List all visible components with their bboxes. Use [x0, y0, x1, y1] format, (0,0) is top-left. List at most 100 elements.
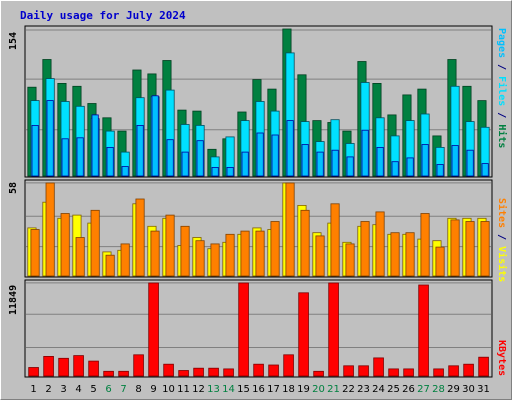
bar-kbytes-day-2: [43, 355, 54, 377]
bar-kbytes-day-1: [28, 367, 39, 377]
bar-kbytes-day-20: [313, 370, 324, 377]
x-tick-label-day-23: 23: [357, 384, 370, 395]
bar-sites-day-31: [480, 221, 490, 277]
bar-sites-day-8: [135, 198, 145, 277]
x-tick-label-day-4: 4: [75, 384, 81, 395]
bar-kbytes-day-30: [463, 363, 474, 377]
bar-kbytes-day-19: [298, 292, 309, 377]
bar-kbytes-day-3: [58, 357, 69, 377]
x-tick-label-day-30: 30: [462, 384, 475, 395]
bar-pages-day-4: [76, 137, 84, 177]
bar-pages-day-10: [166, 139, 174, 177]
legend-files: Files: [496, 76, 507, 107]
bar-kbytes-day-6: [103, 370, 114, 377]
x-tick-label-day-1: 1: [30, 384, 36, 395]
bar-kbytes-day-25: [388, 368, 399, 377]
bar-sites-day-6: [105, 254, 115, 277]
x-tick-label-day-29: 29: [447, 384, 460, 395]
x-tick-label-day-25: 25: [387, 384, 400, 395]
bar-pages-day-9: [151, 95, 159, 177]
chart-title: Daily usage for July 2024: [20, 9, 186, 22]
bar-kbytes-day-13: [208, 367, 219, 377]
x-tick-label-day-20: 20: [312, 384, 325, 395]
x-tick-label-day-7: 7: [120, 384, 126, 395]
bar-sites-day-23: [360, 221, 370, 277]
bar-pages-day-8: [136, 125, 144, 177]
x-tick-label-day-16: 16: [252, 384, 265, 395]
bar-sites-day-26: [405, 232, 415, 277]
bar-kbytes-day-12: [193, 367, 204, 377]
bar-sites-day-2: [45, 182, 55, 277]
bar-pages-day-24: [376, 146, 384, 177]
bar-pages-day-27: [421, 144, 429, 177]
bar-pages-day-29: [451, 145, 459, 177]
legend-visits: Visits: [496, 246, 507, 283]
legend-hits-files-pages: Pages / Files / Hits: [496, 28, 507, 148]
x-tick-label-day-15: 15: [237, 384, 250, 395]
y-axis-max-hits: 154: [8, 31, 19, 50]
bar-kbytes-day-26: [403, 368, 414, 377]
bar-pages-day-1: [31, 125, 39, 177]
bar-pages-day-31: [481, 163, 489, 177]
bar-sites-day-4: [75, 237, 85, 277]
bar-pages-day-25: [391, 161, 399, 177]
x-tick-label-day-18: 18: [282, 384, 295, 395]
x-tick-label-day-14: 14: [222, 384, 235, 395]
bar-pages-day-3: [61, 138, 69, 177]
bar-pages-day-2: [46, 100, 54, 177]
bar-sites-day-19: [300, 209, 310, 277]
legend-kbytes: KBytes: [496, 340, 507, 376]
bar-kbytes-day-18: [283, 354, 294, 377]
bar-kbytes-day-15: [238, 282, 249, 377]
bar-kbytes-day-8: [133, 354, 144, 377]
panel-border: [24, 179, 493, 278]
bar-kbytes-day-5: [88, 360, 99, 377]
bar-kbytes-day-31: [478, 356, 489, 377]
bar-pages-day-15: [241, 151, 249, 177]
bar-sites-day-15: [240, 230, 250, 277]
x-tick-label-day-11: 11: [177, 384, 190, 395]
x-tick-label-day-12: 12: [192, 384, 205, 395]
x-tick-label-day-31: 31: [477, 384, 490, 395]
bar-pages-day-21: [331, 149, 339, 177]
bar-sites-day-20: [315, 235, 325, 277]
bar-kbytes-day-27: [418, 284, 429, 377]
x-tick-label-day-3: 3: [60, 384, 66, 395]
bar-pages-day-23: [361, 129, 369, 177]
bar-sites-day-21: [330, 203, 340, 277]
panel-border: [24, 279, 493, 378]
bar-kbytes-day-4: [73, 355, 84, 377]
legend-hits: Hits: [496, 124, 507, 149]
bar-sites-day-14: [225, 233, 235, 277]
bar-pages-day-7: [121, 166, 129, 177]
bar-sites-day-10: [165, 214, 175, 277]
y-axis-max-kbytes: 11849: [8, 284, 19, 315]
bar-pages-day-5: [91, 114, 99, 177]
bar-sites-day-16: [255, 230, 265, 277]
x-tick-label-day-13: 13: [207, 384, 220, 395]
bar-kbytes-day-22: [343, 365, 354, 377]
bar-sites-day-13: [210, 243, 220, 277]
bar-sites-day-30: [465, 221, 475, 277]
legend-separator: /: [496, 58, 507, 77]
bar-pages-day-20: [316, 151, 324, 177]
bar-sites-day-22: [345, 243, 355, 277]
bar-kbytes-day-29: [448, 365, 459, 377]
bar-pages-day-22: [346, 156, 354, 177]
bar-kbytes-day-23: [358, 365, 369, 377]
bar-pages-day-28: [436, 164, 444, 177]
x-tick-label-day-21: 21: [327, 384, 340, 395]
bar-sites-day-18: [285, 182, 295, 277]
bar-sites-day-1: [30, 229, 40, 277]
x-tick-label-day-8: 8: [135, 384, 141, 395]
bar-pages-day-14: [226, 166, 234, 177]
bar-pages-day-17: [271, 134, 279, 177]
bar-sites-day-24: [375, 211, 385, 277]
bar-kbytes-day-9: [148, 282, 159, 377]
bar-pages-day-12: [196, 140, 204, 177]
x-tick-label-day-17: 17: [267, 384, 280, 395]
x-tick-label-day-5: 5: [90, 384, 96, 395]
x-tick-label-day-9: 9: [150, 384, 156, 395]
bar-kbytes-day-10: [163, 363, 174, 377]
